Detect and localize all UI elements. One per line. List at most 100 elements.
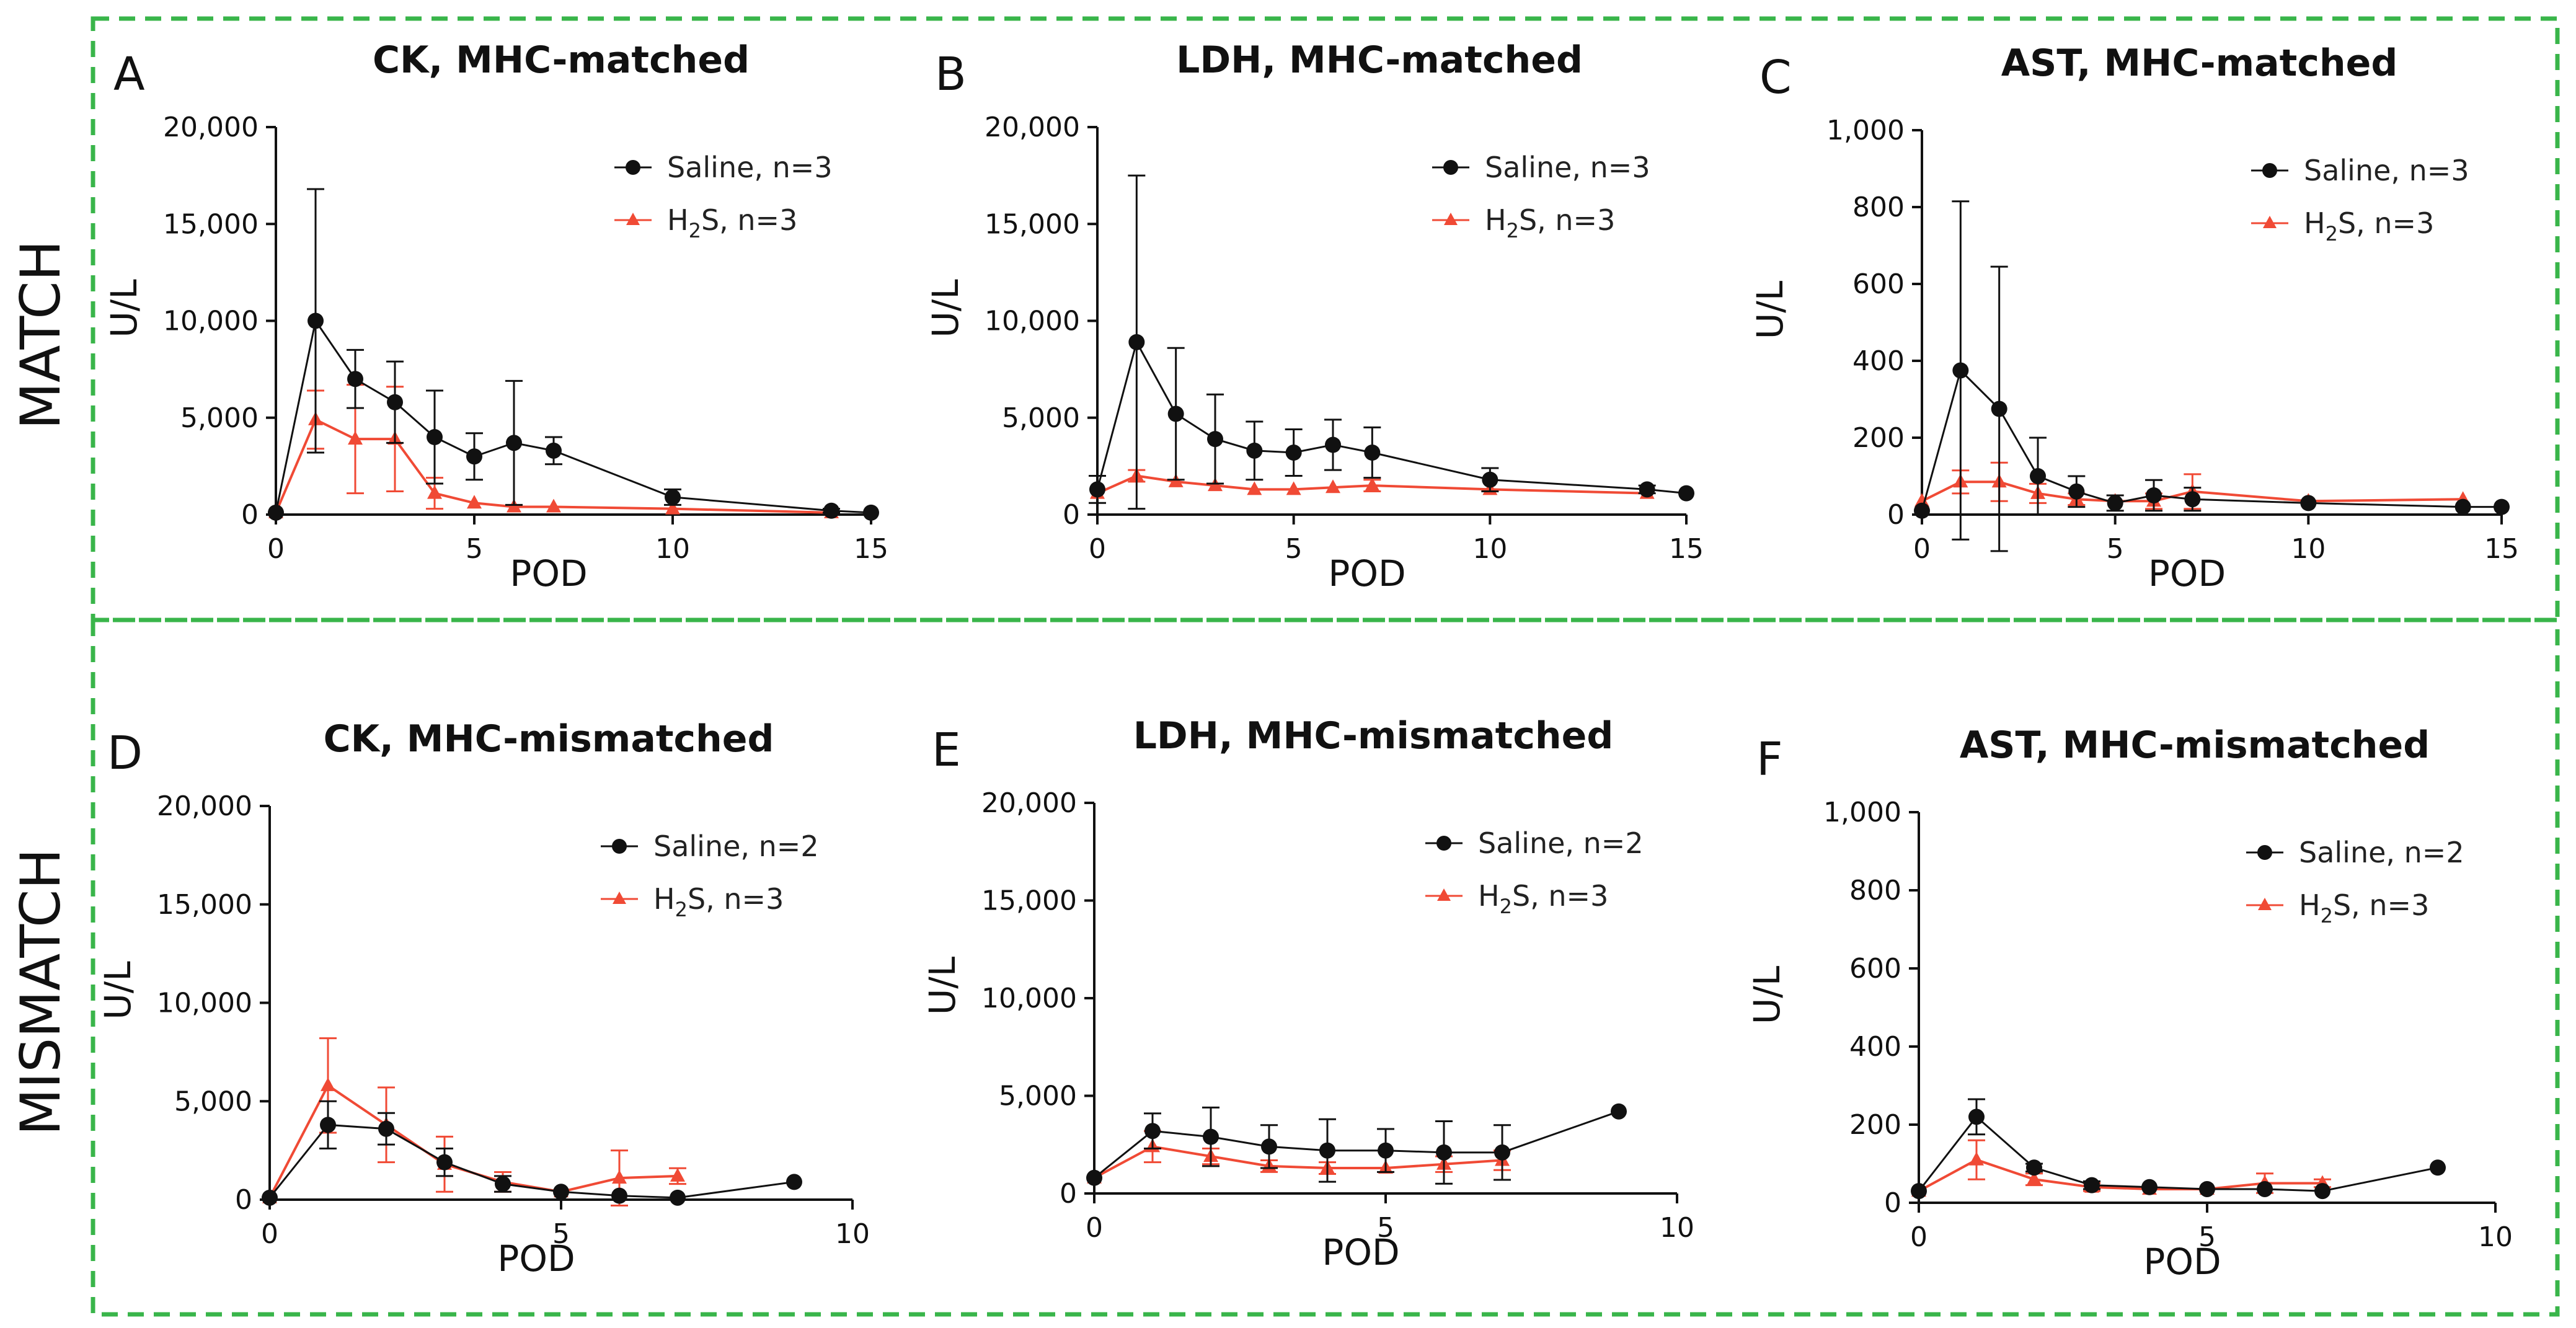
y-tick-label: 5,000: [180, 402, 259, 434]
legend-h2s-subscript: 2: [2326, 222, 2338, 246]
y-tick-label: 15,000: [981, 885, 1077, 917]
y-tick-label: 20,000: [163, 112, 259, 143]
x-tick-label: 0: [267, 533, 285, 565]
y-tick-label: 200: [1849, 1109, 1901, 1141]
legend-h2s-subscript: 2: [1507, 219, 1519, 242]
data-point-saline: [1364, 445, 1381, 461]
panel-letter: F: [1756, 733, 1783, 786]
y-tick-label: 800: [1852, 192, 1905, 223]
data-point-saline: [786, 1174, 802, 1190]
legend-marker-saline: [612, 839, 627, 854]
data-point-h2s: [546, 498, 561, 513]
panel-letter: E: [932, 724, 961, 777]
data-point-saline: [1991, 401, 2007, 417]
y-tick-label: 20,000: [985, 112, 1080, 143]
y-axis-label: U/L: [1746, 966, 1788, 1024]
data-point-saline: [1952, 362, 1969, 379]
legend-label-h2s: H2S, n=3: [2304, 206, 2434, 246]
legend-h2s-subscript: 2: [675, 898, 688, 921]
data-point-saline: [495, 1175, 511, 1192]
y-tick-label: 15,000: [985, 208, 1080, 240]
legend-label-h2s: H2S, n=3: [1485, 203, 1615, 242]
data-point-saline: [506, 435, 522, 451]
data-point-h2s: [1286, 481, 1301, 495]
y-tick-label: 20,000: [981, 787, 1077, 819]
data-point-saline: [2184, 491, 2201, 508]
legend: Saline, n=3 H2S, n=3: [614, 151, 833, 242]
legend-marker-saline: [1436, 836, 1451, 851]
x-tick-label: 5: [2198, 1221, 2216, 1253]
chart-title: LDH, MHC-mismatched: [1133, 714, 1614, 758]
data-point-saline: [2430, 1159, 2446, 1176]
series-saline: [1911, 1098, 2446, 1200]
y-tick-label: 5,000: [174, 1086, 252, 1117]
legend-label-h2s: H2S, n=3: [653, 882, 784, 921]
y-tick-label: 0: [235, 1184, 252, 1216]
data-point-saline: [308, 312, 324, 329]
data-point-saline: [546, 442, 562, 459]
legend-marker-saline: [1443, 160, 1458, 175]
chart-panels: A CK, MHC-matched 0 5,000 10,000 15,000 20,000…: [97, 38, 2519, 1283]
legend: Saline, n=2 H2S, n=3: [601, 830, 819, 921]
legend-h2s-suffix: S, n=3: [688, 882, 784, 916]
x-tick-label: 10: [2291, 533, 2326, 565]
x-tick-label: 0: [1910, 1221, 1928, 1253]
legend-label-h2s: H2S, n=3: [667, 203, 797, 242]
y-tick-label: 400: [1852, 345, 1905, 377]
data-point-saline: [1144, 1123, 1161, 1140]
data-point-saline: [1436, 1144, 1452, 1161]
x-tick-label: 0: [1089, 533, 1106, 565]
x-tick-label: 0: [1086, 1212, 1103, 1244]
legend-marker-h2s: [2258, 898, 2272, 910]
data-point-h2s: [427, 485, 442, 499]
chart-panel-b: B LDH, MHC-matched 0 5,000 10,000 15,000 20,00…: [924, 38, 1704, 595]
legend-h2s-subscript: 2: [689, 219, 701, 242]
x-tick-label: 5: [552, 1218, 570, 1250]
data-point-saline: [2454, 498, 2471, 515]
legend-h2s-subscript: 2: [2321, 904, 2333, 927]
chart-panel-e: E LDH, MHC-mismatched05,00010,00015,00020…: [921, 714, 1694, 1273]
y-tick-label: 1,000: [1823, 797, 1901, 828]
y-axis-label: U/L: [103, 279, 145, 337]
y-tick-label: 800: [1849, 875, 1901, 906]
y-tick-label: 600: [1849, 953, 1901, 985]
data-point-saline: [2300, 495, 2317, 511]
series-line-saline: [1918, 1115, 2438, 1192]
y-tick-label: 400: [1849, 1031, 1901, 1063]
legend-label-h2s: H2S, n=3: [1478, 879, 1608, 918]
y-tick-label: 1,000: [1826, 115, 1905, 146]
data-point-h2s: [1914, 493, 1929, 507]
data-point-saline: [1086, 1169, 1102, 1186]
y-tick-label: 5,000: [999, 1081, 1077, 1112]
data-point-saline: [2494, 498, 2510, 515]
data-point-saline: [611, 1187, 627, 1204]
series-saline: [268, 188, 879, 521]
x-tick-label: 15: [2484, 533, 2519, 565]
section-label-match: MATCH: [9, 240, 73, 430]
data-point-saline: [2030, 468, 2046, 484]
data-point-saline: [863, 504, 879, 521]
chart-title: CK, MHC-mismatched: [324, 717, 774, 761]
data-point-saline: [2257, 1180, 2273, 1197]
panel-letter: C: [1759, 51, 1792, 104]
data-point-saline: [262, 1189, 278, 1206]
series-line-h2s: [1094, 1145, 1503, 1179]
panel-letter: A: [113, 48, 145, 101]
y-axis-label: U/L: [924, 279, 967, 337]
data-point-saline: [665, 489, 681, 505]
x-axis-label: POD: [1328, 552, 1405, 595]
data-point-h2s: [2027, 1171, 2042, 1185]
legend-marker-h2s: [2263, 216, 2277, 228]
chart-panel-f: F AST, MHC-mismatched 0 200 400 600 800 1,000 0 5…: [1746, 724, 2513, 1283]
x-tick-label: 5: [1285, 533, 1303, 565]
series-line-saline: [1921, 368, 2502, 511]
legend-h2s-prefix: H: [1485, 203, 1507, 237]
legend-h2s-prefix: H: [1478, 879, 1500, 913]
series-line-saline: [1096, 339, 1687, 495]
legend-label-saline: Saline, n=2: [2299, 836, 2464, 869]
series-saline: [1089, 174, 1694, 510]
data-point-saline: [2068, 483, 2085, 500]
x-tick-label: 10: [655, 533, 690, 565]
data-point-saline: [1207, 431, 1223, 448]
